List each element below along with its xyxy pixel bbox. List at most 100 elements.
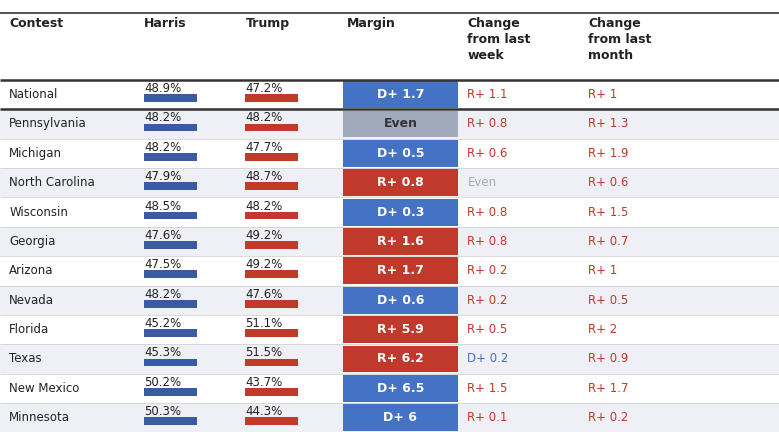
Text: R+ 0.6: R+ 0.6 (588, 176, 629, 189)
Bar (343, 257, 458, 284)
Text: 44.3%: 44.3% (245, 405, 283, 418)
Text: D+ 1.7: D+ 1.7 (377, 88, 424, 101)
Bar (144, 329, 197, 337)
Text: 47.7%: 47.7% (245, 141, 283, 154)
Text: 48.9%: 48.9% (144, 82, 182, 95)
Text: Minnesota: Minnesota (9, 411, 70, 424)
Bar (245, 94, 298, 102)
Text: 45.3%: 45.3% (144, 346, 182, 359)
Bar (0, 227, 779, 256)
Text: 48.2%: 48.2% (144, 111, 182, 124)
Text: 48.5%: 48.5% (144, 200, 182, 213)
Bar (245, 359, 298, 366)
Bar (0, 109, 779, 139)
Text: R+ 1.7: R+ 1.7 (377, 264, 424, 277)
Text: D+ 0.2: D+ 0.2 (467, 353, 509, 365)
Bar (343, 111, 458, 137)
Bar (144, 270, 197, 278)
Bar (144, 388, 197, 396)
Text: R+ 5.9: R+ 5.9 (377, 323, 424, 336)
Text: R+ 0.5: R+ 0.5 (588, 294, 629, 307)
Bar (245, 270, 298, 278)
Bar (245, 417, 298, 425)
Bar (144, 182, 197, 190)
Bar (0, 256, 779, 286)
Bar (0, 168, 779, 197)
Text: R+ 0.2: R+ 0.2 (467, 294, 508, 307)
Bar (343, 316, 458, 343)
Text: R+ 0.8: R+ 0.8 (467, 206, 508, 219)
Bar (343, 375, 458, 402)
Text: Nevada: Nevada (9, 294, 55, 307)
Text: D+ 6.5: D+ 6.5 (377, 382, 424, 395)
Bar (245, 124, 298, 131)
Text: Harris: Harris (144, 17, 187, 30)
Text: R+ 0.7: R+ 0.7 (588, 235, 629, 248)
Text: National: National (9, 88, 58, 101)
Text: R+ 1.9: R+ 1.9 (588, 147, 629, 160)
Text: 47.6%: 47.6% (245, 288, 283, 301)
Bar (0, 344, 779, 374)
Bar (144, 359, 197, 366)
Text: 48.2%: 48.2% (245, 111, 283, 124)
Text: 48.2%: 48.2% (245, 200, 283, 213)
Bar (0, 139, 779, 168)
Bar (144, 212, 197, 219)
Bar (245, 182, 298, 190)
Text: 48.7%: 48.7% (245, 170, 283, 183)
Text: R+ 1.5: R+ 1.5 (588, 206, 629, 219)
Text: 49.2%: 49.2% (245, 229, 283, 242)
Text: R+ 0.1: R+ 0.1 (467, 411, 508, 424)
Bar (245, 153, 298, 161)
Bar (144, 94, 197, 102)
Text: North Carolina: North Carolina (9, 176, 95, 189)
Bar (245, 388, 298, 396)
Text: 50.3%: 50.3% (144, 405, 181, 418)
Bar (144, 417, 197, 425)
Text: R+ 0.8: R+ 0.8 (377, 176, 424, 189)
Bar (343, 346, 458, 372)
Text: D+ 0.5: D+ 0.5 (377, 147, 424, 160)
Text: Arizona: Arizona (9, 264, 54, 277)
Text: R+ 0.9: R+ 0.9 (588, 353, 629, 365)
Text: Even: Even (467, 176, 496, 189)
Bar (144, 241, 197, 249)
Text: 47.6%: 47.6% (144, 229, 182, 242)
Text: Contest: Contest (9, 17, 63, 30)
Text: R+ 0.2: R+ 0.2 (588, 411, 629, 424)
Bar (343, 404, 458, 431)
Text: 50.2%: 50.2% (144, 376, 182, 389)
Bar (343, 81, 458, 108)
Text: R+ 1.6: R+ 1.6 (377, 235, 424, 248)
Text: 51.1%: 51.1% (245, 317, 283, 330)
Text: Trump: Trump (245, 17, 290, 30)
Bar (0, 315, 779, 344)
Text: R+ 0.8: R+ 0.8 (467, 118, 508, 130)
Text: Change
from last
month: Change from last month (588, 17, 651, 62)
Text: Florida: Florida (9, 323, 50, 336)
Bar (245, 300, 298, 308)
Bar (343, 287, 458, 314)
Bar (0, 13, 779, 80)
Text: New Mexico: New Mexico (9, 382, 79, 395)
Text: R+ 1.5: R+ 1.5 (467, 382, 508, 395)
Text: D+ 6: D+ 6 (383, 411, 418, 424)
Bar (0, 403, 779, 432)
Text: Michigan: Michigan (9, 147, 62, 160)
Text: R+ 0.6: R+ 0.6 (467, 147, 508, 160)
Text: R+ 2: R+ 2 (588, 323, 618, 336)
Bar (343, 169, 458, 196)
Text: R+ 1.3: R+ 1.3 (588, 118, 629, 130)
Text: Wisconsin: Wisconsin (9, 206, 69, 219)
Bar (144, 300, 197, 308)
Text: 47.9%: 47.9% (144, 170, 182, 183)
Text: R+ 0.5: R+ 0.5 (467, 323, 508, 336)
Bar (343, 228, 458, 255)
Text: Even: Even (383, 118, 418, 130)
Bar (0, 374, 779, 403)
Bar (144, 124, 197, 131)
Bar (245, 329, 298, 337)
Text: 48.2%: 48.2% (144, 141, 182, 154)
Text: R+ 6.2: R+ 6.2 (377, 353, 424, 365)
Text: 47.2%: 47.2% (245, 82, 283, 95)
